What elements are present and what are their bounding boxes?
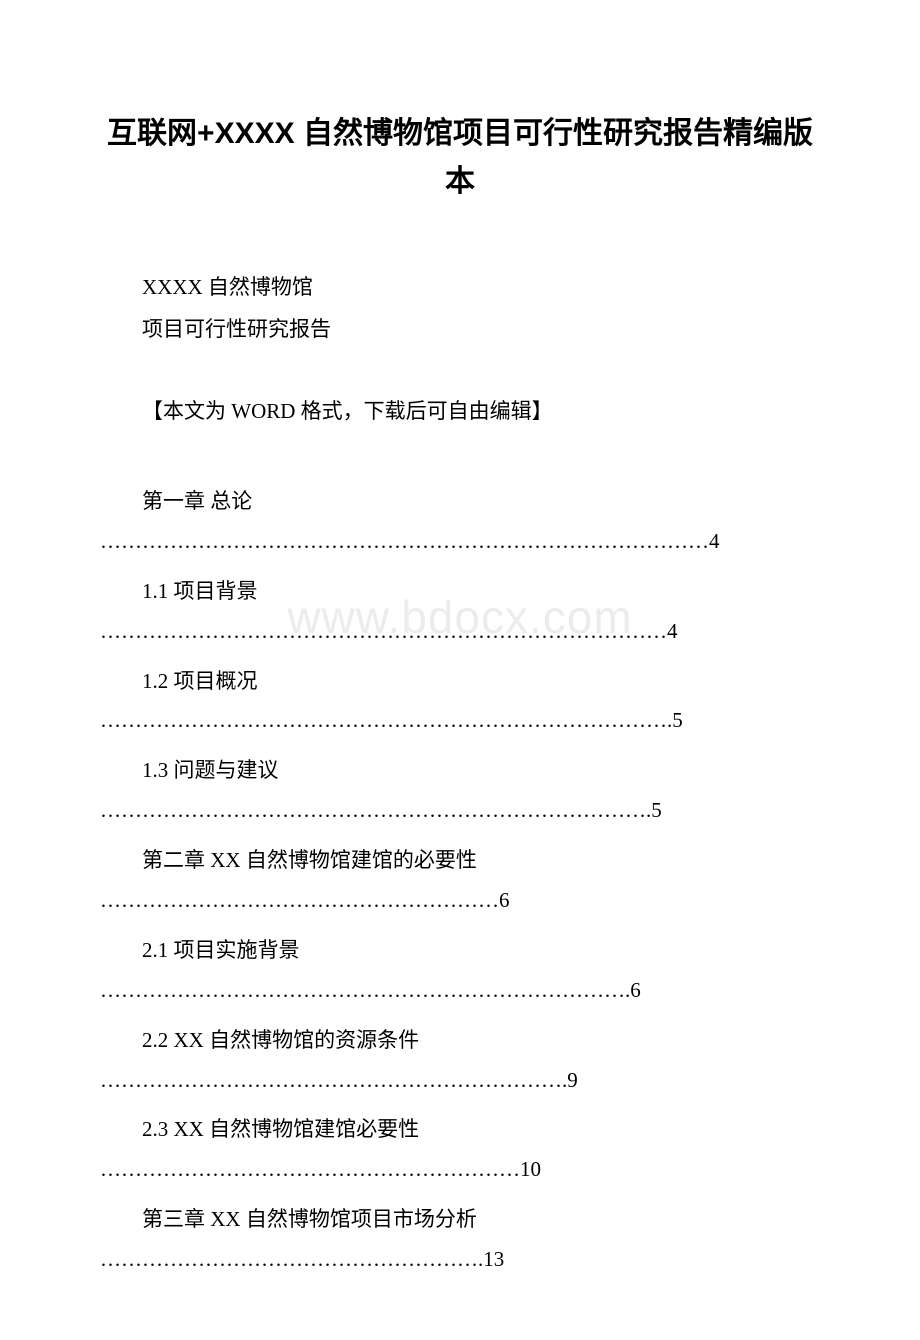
toc-label: 1.1 项目背景 <box>100 572 820 612</box>
toc-entry-1-1: 1.1 项目背景 ………………………………………………………………………4 <box>100 572 820 652</box>
spacer <box>100 350 820 390</box>
toc-dots: ……………………………………………….13 <box>100 1240 820 1280</box>
toc-label: 2.3 XX 自然博物馆建馆必要性 <box>100 1110 820 1150</box>
toc-entry-2-1: 2.1 项目实施背景 ………………………………………………………………….6 <box>100 931 820 1011</box>
toc-dots: …………………………………………………………………….5 <box>100 791 820 831</box>
toc-dots: ………………………………………………………………………4 <box>100 612 820 652</box>
toc-label: 1.2 项目概况 <box>100 662 820 702</box>
toc-entry-chapter-1: 第一章 总论 ……………………………………………………………………………4 <box>100 482 820 562</box>
document-page: 互联网+XXXX 自然博物馆项目可行性研究报告精编版本 XXXX 自然博物馆 项… <box>0 0 920 1340</box>
subtitle-line-1: XXXX 自然博物馆 <box>100 266 820 308</box>
toc-entry-1-3: 1.3 问题与建议 …………………………………………………………………….5 <box>100 751 820 831</box>
toc-dots: ……………………………………………………10 <box>100 1150 820 1190</box>
toc-entry-2-3: 2.3 XX 自然博物馆建馆必要性 ……………………………………………………10 <box>100 1110 820 1190</box>
toc-dots: ……………………………………………………………………………4 <box>100 522 820 562</box>
toc-entry-chapter-2: 第二章 XX 自然博物馆建馆的必要性 …………………………………………………6 <box>100 841 820 921</box>
toc-dots: ………………………………………………………………….6 <box>100 971 820 1011</box>
toc-label: 1.3 问题与建议 <box>100 751 820 791</box>
toc-entry-2-2: 2.2 XX 自然博物馆的资源条件 …………………………………………………………… <box>100 1021 820 1101</box>
toc-label: 2.2 XX 自然博物馆的资源条件 <box>100 1021 820 1061</box>
toc-label: 第二章 XX 自然博物馆建馆的必要性 <box>100 841 820 881</box>
spacer <box>100 432 820 472</box>
toc-label: 第三章 XX 自然博物馆项目市场分析 <box>100 1200 820 1240</box>
toc-dots: ………………………………………………………….9 <box>100 1061 820 1101</box>
subtitle-line-2: 项目可行性研究报告 <box>100 308 820 350</box>
toc-dots: …………………………………………………6 <box>100 881 820 921</box>
toc-label: 第一章 总论 <box>100 482 820 522</box>
toc-dots: ……………………………………………………………………….5 <box>100 701 820 741</box>
toc-entry-1-2: 1.2 项目概况 ……………………………………………………………………….5 <box>100 662 820 742</box>
toc-label: 2.1 项目实施背景 <box>100 931 820 971</box>
document-title: 互联网+XXXX 自然博物馆项目可行性研究报告精编版本 <box>100 110 820 206</box>
format-note: 【本文为 WORD 格式，下载后可自由编辑】 <box>100 390 820 432</box>
toc-entry-chapter-3: 第三章 XX 自然博物馆项目市场分析 ……………………………………………….13 <box>100 1200 820 1280</box>
